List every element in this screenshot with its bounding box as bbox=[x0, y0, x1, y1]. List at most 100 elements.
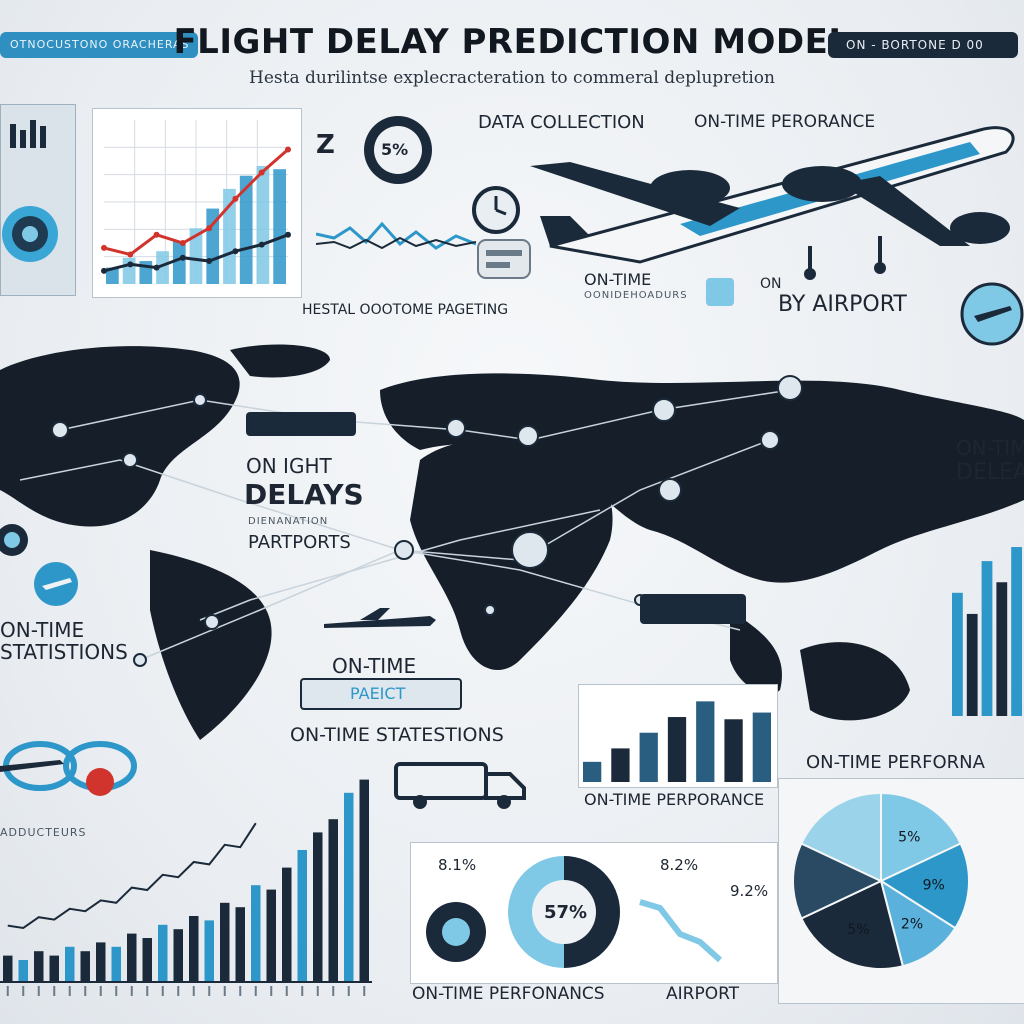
pie-label: 5% bbox=[898, 829, 920, 845]
on-label: ON bbox=[760, 276, 782, 292]
on-time-statistics-left-2: STATISTIONS bbox=[0, 640, 128, 664]
bar bbox=[297, 850, 307, 982]
bar bbox=[996, 582, 1008, 716]
point bbox=[232, 248, 239, 255]
donut-right-pct: 9.2% bbox=[730, 882, 769, 900]
bar bbox=[96, 942, 106, 982]
percent-ring-icon bbox=[364, 116, 432, 184]
bar bbox=[80, 951, 90, 982]
bar bbox=[223, 188, 236, 284]
on-time-right-label-1: ON-TIM bbox=[956, 436, 1024, 460]
historical-label: HESTAL OOOTOME PAGETING bbox=[302, 302, 509, 318]
on-time-center-label: ON-TIME bbox=[332, 654, 417, 678]
point bbox=[232, 195, 239, 202]
bar bbox=[344, 792, 354, 982]
page-subtitle: Hesta durilintse explecracteration to co… bbox=[249, 68, 775, 88]
bar bbox=[158, 924, 168, 982]
donut-center-pct: 57% bbox=[544, 902, 588, 923]
bar bbox=[583, 761, 602, 782]
bar bbox=[142, 938, 152, 982]
on-time-performance-right-label: ON-TIME PERFORNA bbox=[806, 752, 985, 773]
truck-icon bbox=[394, 762, 526, 809]
aircraft-silhouette-icon bbox=[324, 608, 436, 628]
pie-label: 5% bbox=[847, 922, 869, 938]
bar bbox=[273, 169, 286, 284]
bar bbox=[189, 228, 203, 284]
on-time-right-label-2: DELEA bbox=[956, 460, 1024, 485]
bar bbox=[667, 717, 687, 782]
pie-slice bbox=[878, 842, 970, 930]
map-bottom-badge bbox=[640, 594, 746, 624]
bar bbox=[282, 867, 292, 982]
bar bbox=[111, 946, 121, 982]
bar bbox=[220, 902, 230, 982]
airplane-illustration bbox=[530, 126, 1015, 280]
by-airport-label: BY AIRPORT bbox=[778, 292, 907, 317]
bar bbox=[18, 960, 28, 982]
bar bbox=[251, 885, 261, 982]
donut-right-pct-top: 8.2% bbox=[660, 856, 699, 874]
map-top-badge bbox=[246, 412, 356, 436]
donut-left-pct: 8.1% bbox=[438, 856, 477, 874]
point bbox=[285, 231, 291, 238]
on-time-center-badge-text: PAEICT bbox=[350, 684, 406, 703]
on-time-statistics-left-1: ON-TIME bbox=[0, 618, 85, 642]
right-header-badge: ON - BORTONE D 00 bbox=[828, 32, 1018, 58]
bar bbox=[256, 165, 270, 284]
on-time-performance-bars-label: ON-TIME PERPORANCE bbox=[584, 790, 765, 809]
bar bbox=[204, 920, 214, 982]
point bbox=[179, 240, 186, 246]
bar bbox=[127, 933, 137, 982]
on-time-center-badge bbox=[300, 678, 462, 710]
point bbox=[179, 254, 186, 261]
on-badge bbox=[706, 278, 734, 306]
partports-label: PARTPORTS bbox=[248, 532, 351, 553]
right-bar-chart bbox=[952, 547, 1022, 716]
left-header-badge-text: OTNOCUSTONO ORACHERAS bbox=[10, 38, 190, 51]
airport-bottom-label: AIRPORT bbox=[666, 984, 740, 1004]
bar bbox=[966, 613, 978, 716]
pie-slice bbox=[879, 878, 957, 968]
bar bbox=[696, 701, 715, 782]
bar bbox=[173, 929, 183, 982]
bar bbox=[189, 916, 199, 982]
donut-panel bbox=[426, 856, 723, 968]
z-mark: Z bbox=[316, 130, 335, 160]
page-title: FLIGHT DELAY PREDICTION MODEL bbox=[173, 22, 851, 62]
percent-badge-text: 5% bbox=[381, 140, 409, 159]
pie-chart: 5% 9% 2% 5% bbox=[792, 791, 970, 970]
designation-label: DIENANATION bbox=[248, 516, 329, 527]
series-line bbox=[103, 233, 289, 273]
on-flight-label: ON IGHT bbox=[246, 454, 332, 478]
pie-label: 2% bbox=[901, 917, 923, 933]
bar bbox=[239, 175, 253, 284]
point bbox=[127, 251, 134, 258]
bar bbox=[952, 592, 963, 716]
point bbox=[258, 241, 265, 248]
center-bar-chart bbox=[583, 701, 771, 782]
left-ring-icon bbox=[0, 524, 28, 556]
bar bbox=[34, 951, 44, 982]
left-plane-badge bbox=[34, 562, 78, 606]
trend-line bbox=[7, 822, 257, 930]
pie-slice bbox=[800, 879, 905, 970]
card-icon bbox=[477, 239, 531, 279]
right-header-badge-text: ON - BORTONE D 00 bbox=[846, 38, 984, 52]
wave-line-chart bbox=[316, 221, 476, 250]
bar bbox=[359, 779, 369, 982]
bar bbox=[49, 955, 59, 982]
bar bbox=[156, 251, 169, 284]
top-line-chart bbox=[101, 120, 291, 284]
loop-chain-icon bbox=[0, 741, 137, 796]
globe-plane-icon bbox=[960, 282, 1024, 346]
bar bbox=[752, 712, 771, 782]
bar bbox=[981, 561, 993, 716]
bar bbox=[639, 732, 658, 782]
on-time-statestions-label: ON-TIME STATESTIONS bbox=[290, 724, 504, 746]
bar bbox=[611, 748, 630, 782]
point bbox=[206, 225, 213, 232]
gauge-icon bbox=[2, 206, 58, 262]
delays-label: DELAYS bbox=[244, 478, 364, 511]
on-time-mid-label: ON-TIME bbox=[584, 270, 652, 289]
